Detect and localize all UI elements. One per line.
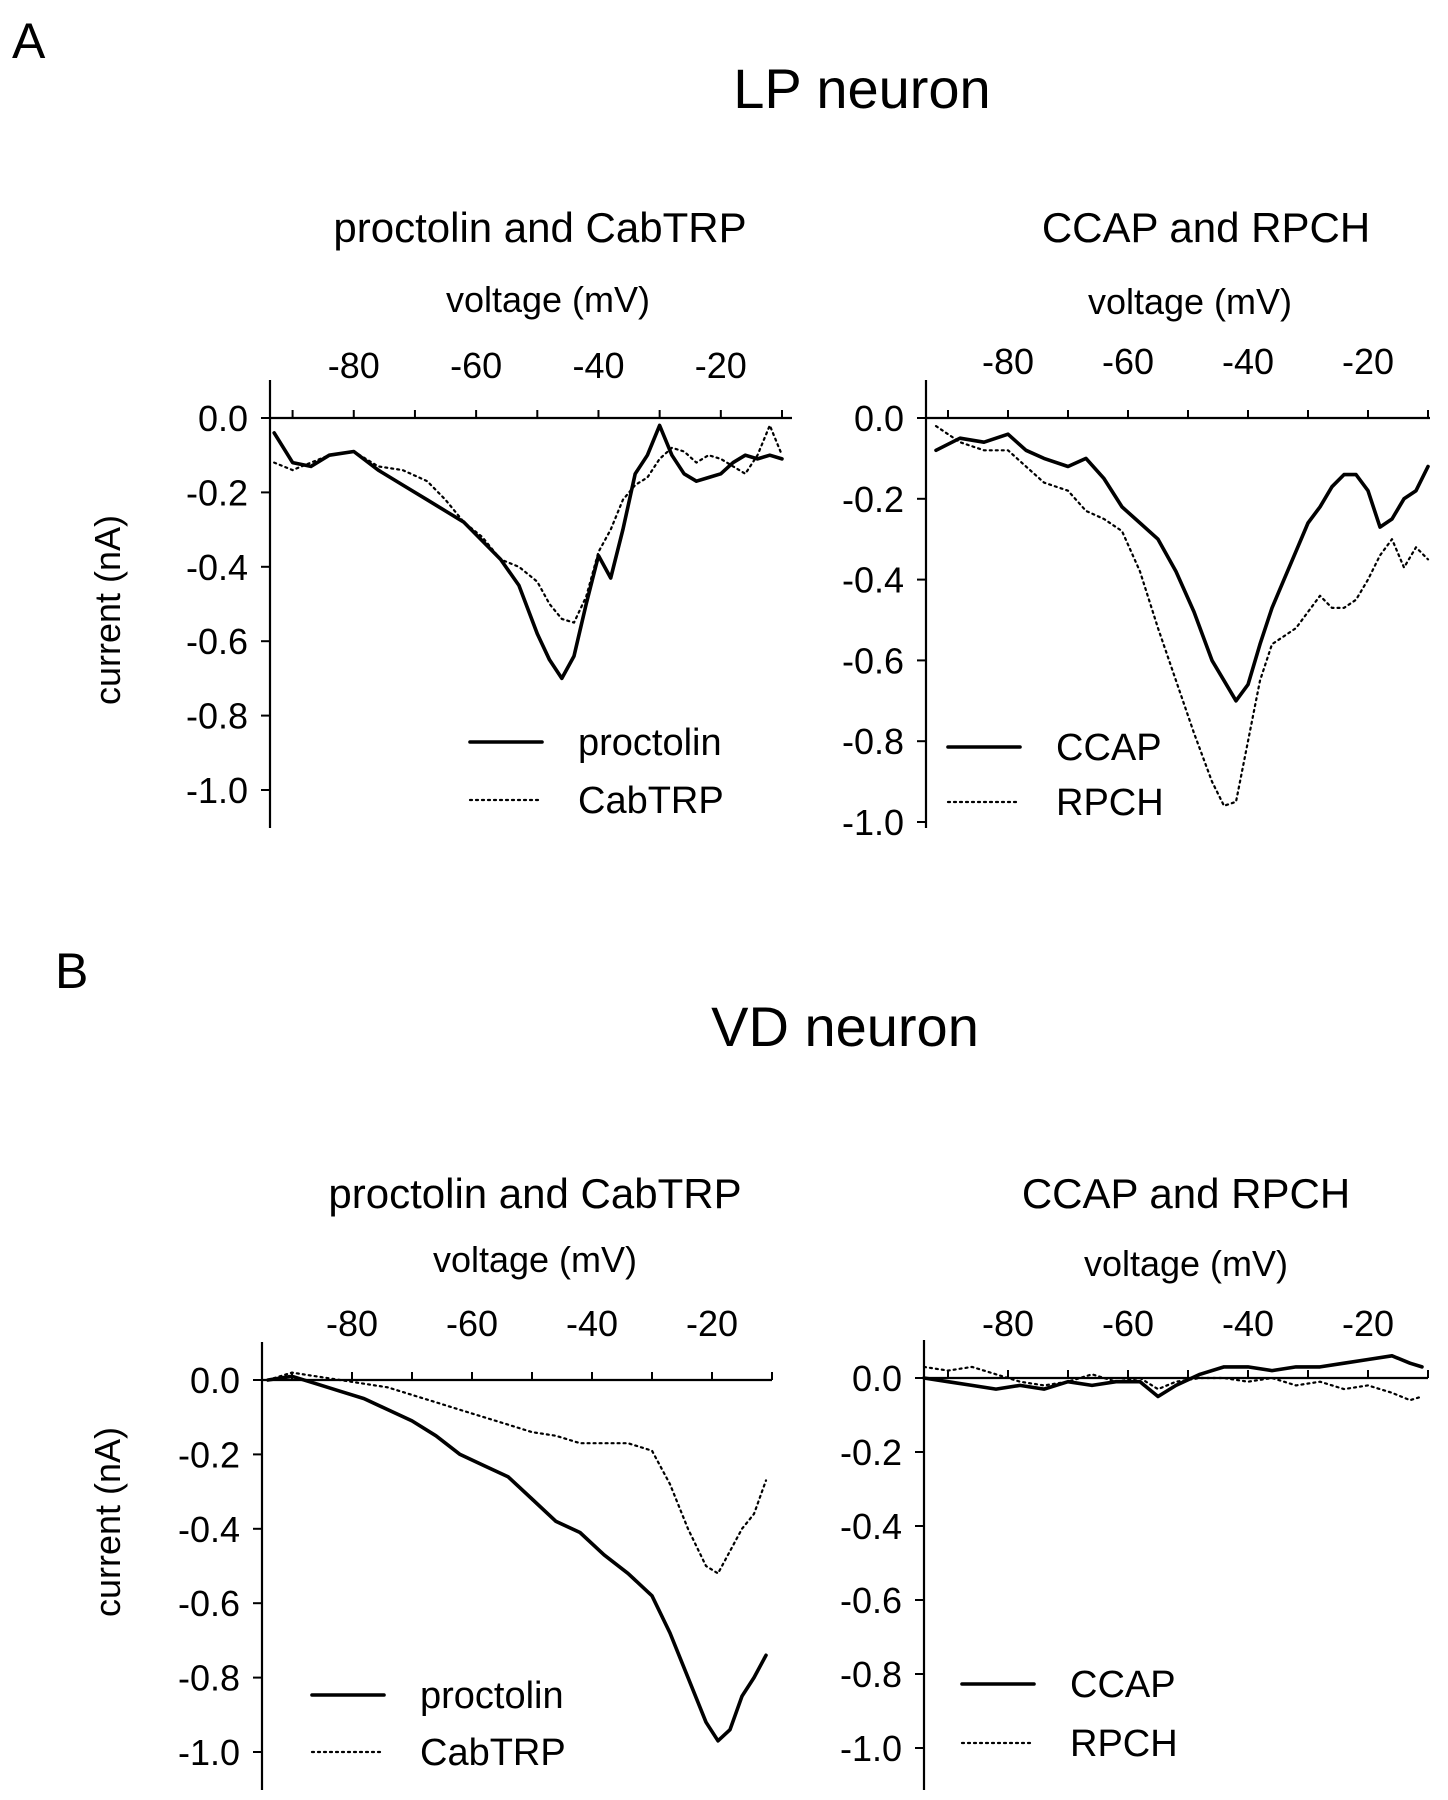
subplot-b-left: proctolin and CabTRP voltage (mV) curren… xyxy=(87,1170,773,1790)
x-tick-label: -80 xyxy=(328,345,380,386)
y-tick-label: -0.8 xyxy=(842,721,904,762)
subplot-a-left: proctolin and CabTRP voltage (mV) curren… xyxy=(87,204,792,828)
x-axis-title: voltage (mV) xyxy=(446,279,650,320)
y-tick-label: -0.6 xyxy=(842,640,904,681)
y-tick-label: -0.2 xyxy=(840,1432,902,1473)
x-tick-label: -20 xyxy=(1342,341,1394,382)
x-tick-label: -80 xyxy=(982,1303,1034,1344)
y-tick-label: -0.2 xyxy=(842,479,904,520)
x-tick-label: -60 xyxy=(446,1303,498,1344)
subplot-b-right: CCAP and RPCH voltage (mV) 0.0 -0.2 -0.4 -0… xyxy=(840,1170,1429,1790)
subplot-title: proctolin and CabTRP xyxy=(328,1170,741,1217)
x-axis-title: voltage (mV) xyxy=(1088,281,1292,322)
legend-label-rpch: RPCH xyxy=(1056,782,1164,824)
plot-area: 0.0 -0.2 -0.4 -0.6 -0.8 -1.0 -80 -60 -40 -20 CCAP R… xyxy=(840,1303,1429,1790)
panel-letter-a: A xyxy=(12,13,46,69)
panel-title-vd-neuron: VD neuron xyxy=(711,995,979,1058)
legend-label-ccap: CCAP xyxy=(1056,727,1162,769)
y-tick-label: -0.4 xyxy=(842,560,904,601)
series-line-cabtrp xyxy=(273,424,784,624)
series-line-rpch xyxy=(922,1365,1424,1402)
x-tick-label: -20 xyxy=(686,1303,738,1344)
series-line-proctolin xyxy=(266,1374,768,1743)
series-line-rpch xyxy=(934,425,1430,807)
x-tick-label: -40 xyxy=(572,345,624,386)
subplot-a-right: CCAP and RPCH voltage (mV) 0.0 -0.2 -0.4 -0… xyxy=(842,204,1430,843)
x-tick-label: -60 xyxy=(1102,341,1154,382)
y-tick-label: -0.6 xyxy=(178,1583,240,1624)
y-tick-label: -1.0 xyxy=(178,1732,240,1773)
y-axis-title: current (nA) xyxy=(87,1427,128,1617)
y-tick-label: -0.4 xyxy=(178,1509,240,1550)
subplot-title: proctolin and CabTRP xyxy=(333,204,746,251)
y-tick-label: 0.0 xyxy=(854,398,904,439)
y-tick-label: -0.2 xyxy=(178,1434,240,1475)
y-tick-label: -0.4 xyxy=(186,547,248,588)
y-tick-label: -1.0 xyxy=(186,770,248,811)
panel-title-lp-neuron: LP neuron xyxy=(733,57,990,120)
y-tick-label: -0.4 xyxy=(840,1506,902,1547)
x-tick-label: -20 xyxy=(695,345,747,386)
series-line-cabtrp xyxy=(266,1371,768,1575)
subplot-title: CCAP and RPCH xyxy=(1042,204,1370,251)
series-line-ccap xyxy=(922,1354,1424,1399)
y-tick-label: 0.0 xyxy=(190,1360,240,1401)
x-axis-title: voltage (mV) xyxy=(1084,1243,1288,1284)
y-tick-label: -0.8 xyxy=(178,1658,240,1699)
x-tick-label: -40 xyxy=(566,1303,618,1344)
y-tick-label: -1.0 xyxy=(842,802,904,843)
y-tick-label: 0.0 xyxy=(198,398,248,439)
panel-letter-b: B xyxy=(55,943,88,999)
x-tick-label: -80 xyxy=(982,341,1034,382)
plot-area: 0.0 -0.2 -0.4 -0.6 -0.8 -1.0 -80 -60 -40 -20 proct… xyxy=(186,345,792,828)
x-axis-title: voltage (mV) xyxy=(433,1239,637,1280)
x-tick-label: -60 xyxy=(450,345,502,386)
series-line-proctolin xyxy=(272,423,784,681)
x-tick-label: -40 xyxy=(1222,341,1274,382)
subplot-title: CCAP and RPCH xyxy=(1022,1170,1350,1217)
x-tick-label: -60 xyxy=(1102,1303,1154,1344)
y-tick-label: -0.6 xyxy=(186,621,248,662)
series-line-ccap xyxy=(934,432,1430,703)
y-tick-label: -0.8 xyxy=(186,696,248,737)
legend-label-proctolin: proctolin xyxy=(578,722,722,764)
y-axis-title: current (nA) xyxy=(87,515,128,705)
x-tick-label: -20 xyxy=(1342,1303,1394,1344)
y-tick-label: -0.6 xyxy=(840,1580,902,1621)
y-tick-label: -0.2 xyxy=(186,472,248,513)
y-tick-label: 0.0 xyxy=(852,1358,902,1399)
legend-label-proctolin: proctolin xyxy=(420,1675,564,1717)
plot-area: 0.0 -0.2 -0.4 -0.6 -0.8 -1.0 -80 -60 -40 -20 CCAP R… xyxy=(842,341,1430,843)
legend-label-cabtrp: CabTRP xyxy=(420,1732,566,1774)
plot-area: 0.0 -0.2 -0.4 -0.6 -0.8 -1.0 -80 -60 -40 -20 proct… xyxy=(178,1303,773,1790)
legend-label-rpch: RPCH xyxy=(1070,1723,1178,1765)
y-tick-label: -1.0 xyxy=(840,1728,902,1769)
y-tick-label: -0.8 xyxy=(840,1654,902,1695)
legend-label-ccap: CCAP xyxy=(1070,1664,1176,1706)
legend-label-cabtrp: CabTRP xyxy=(578,780,724,822)
x-tick-label: -40 xyxy=(1222,1303,1274,1344)
x-tick-label: -80 xyxy=(326,1303,378,1344)
